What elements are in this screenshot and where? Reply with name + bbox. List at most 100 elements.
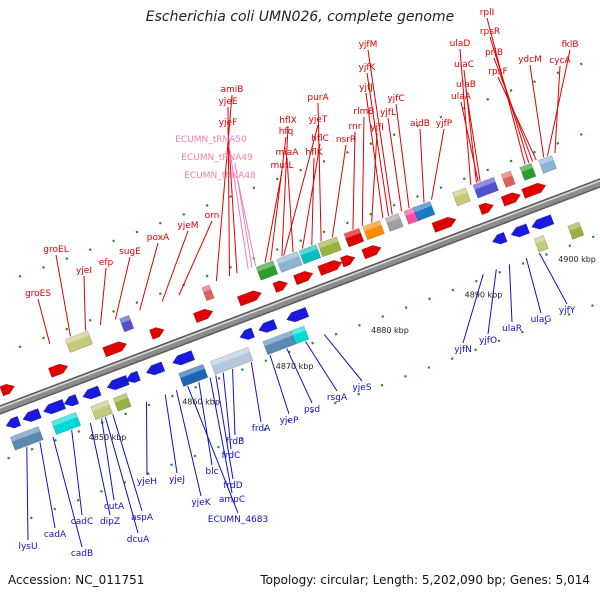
tick-row-outer-forward xyxy=(300,170,302,171)
reverse-gene-label: yjeK xyxy=(191,498,211,508)
reverse-gene-label: blc xyxy=(205,467,218,477)
reverse-gene-label: ulaG xyxy=(531,315,552,325)
reverse-leader-line xyxy=(463,274,483,343)
tick-row-outer-forward xyxy=(276,179,278,180)
tick-row-inner-forward xyxy=(393,205,395,206)
reverse-gene-arrow xyxy=(21,408,41,424)
reverse-gene-label: ampC xyxy=(219,495,245,505)
gene-feature xyxy=(257,319,277,335)
tick-row-inner-forward xyxy=(580,134,582,135)
tick-row-inner-forward xyxy=(370,214,372,215)
forward-gene-label: amiB xyxy=(221,85,244,95)
tick-row-inner-reverse xyxy=(405,307,407,308)
reverse-gene-label: dcuA xyxy=(127,535,150,545)
accession-label: Accession: NC_011751 xyxy=(8,573,144,587)
reverse-gene-label: frdD xyxy=(223,481,242,491)
trna-leader-line xyxy=(229,145,248,269)
gene-feature xyxy=(318,258,344,276)
forward-gene-label: rnr xyxy=(349,122,362,132)
forward-gene-label: poxA xyxy=(147,233,170,243)
reverse-leader-line xyxy=(27,447,28,540)
gene-feature xyxy=(452,188,470,206)
forward-gene-label: yjeF xyxy=(219,118,238,128)
gene-feature xyxy=(193,307,214,323)
genome-summary: Topology: circular; Length: 5,202,090 bp… xyxy=(260,573,590,587)
forward-leader-line xyxy=(115,257,130,319)
forward-gene-label: yjfC xyxy=(387,94,404,104)
map-title: Escherichia coli UMN026, complete genome xyxy=(0,9,600,25)
gene-feature xyxy=(238,328,255,342)
reverse-gene-label: yjeJ xyxy=(169,475,185,485)
tick-row-outer-forward xyxy=(183,214,185,215)
gene-feature xyxy=(51,412,80,434)
forward-leader-line xyxy=(530,65,544,157)
forward-gene-arrow xyxy=(273,278,290,292)
tick-row-inner-forward xyxy=(463,178,465,179)
gene-feature xyxy=(491,232,508,246)
gene-feature xyxy=(103,339,129,357)
tick-row-outer-reverse xyxy=(100,491,102,492)
tick-row-inner-forward xyxy=(136,302,138,303)
gene-feature xyxy=(509,224,529,240)
tick-row-inner-forward xyxy=(346,223,348,224)
forward-leader-line xyxy=(100,268,106,325)
tick-row-inner-forward xyxy=(557,143,559,144)
tick-row-outer-forward xyxy=(253,187,255,188)
gene-feature xyxy=(344,228,364,247)
reverse-leader-line xyxy=(526,258,541,313)
reverse-gene-label: cadC xyxy=(71,517,93,527)
forward-gene-arrow xyxy=(432,215,458,233)
tick-row-inner-forward xyxy=(113,311,115,312)
tick-row-outer-forward xyxy=(370,143,372,144)
reverse-gene-arrow xyxy=(238,328,255,342)
tick-row-outer-forward xyxy=(159,223,161,224)
forward-leader-line xyxy=(84,276,85,331)
gene-feature xyxy=(534,235,548,252)
forward-leader-line xyxy=(396,104,409,208)
forward-gene-label: yjfJ xyxy=(359,83,373,93)
reverse-leader-line xyxy=(324,334,362,381)
forward-gene-label: cycA xyxy=(549,56,571,66)
reverse-gene-label: cutA xyxy=(104,502,125,512)
tick-row-inner-reverse xyxy=(195,387,197,388)
tick-row-outer-forward xyxy=(557,72,559,73)
reverse-gene-label: yjeS xyxy=(352,383,371,393)
forward-gene-label: yjeI xyxy=(76,266,92,276)
gene-feature xyxy=(277,252,303,273)
trna-gene-label: ECUMN_tRNA48 xyxy=(184,171,256,181)
reverse-leader-line xyxy=(509,264,512,322)
reverse-gene-arrow xyxy=(145,362,165,378)
tick-row-inner-reverse xyxy=(54,440,56,441)
gene-feature xyxy=(363,220,385,239)
tick-row-outer-forward xyxy=(136,232,138,233)
gene-feature xyxy=(171,350,195,367)
gene-feature xyxy=(479,200,496,214)
reverse-gene-label: yjeP xyxy=(280,416,299,426)
tick-row-outer-reverse xyxy=(358,394,360,395)
gene-feature xyxy=(91,400,113,419)
reverse-leader-line xyxy=(199,382,212,465)
gene-feature xyxy=(145,362,165,378)
tick-row-outer-reverse xyxy=(54,509,56,510)
forward-gene-label: hflX xyxy=(279,116,297,126)
gene-feature xyxy=(21,408,41,424)
gene-feature xyxy=(293,269,314,285)
forward-gene-label: hfq xyxy=(279,127,294,137)
tick-row-inner-reverse xyxy=(218,378,220,379)
forward-gene-label: purA xyxy=(307,93,329,103)
tick-row-inner-forward xyxy=(440,187,442,188)
tick-row-inner-reverse xyxy=(522,263,524,264)
forward-gene-arrow xyxy=(522,181,548,199)
tick-row-outer-reverse xyxy=(171,464,173,465)
reverse-gene-arrow xyxy=(509,224,529,240)
reverse-gene-label: yjeH xyxy=(137,477,157,487)
tick-row-inner-forward xyxy=(159,293,161,294)
tick-row-inner-reverse xyxy=(358,325,360,326)
forward-leader-line xyxy=(56,255,70,336)
tick-row-inner-reverse xyxy=(569,245,571,246)
tick-row-outer-forward xyxy=(440,117,442,118)
scale-tick-label: 4890 kbp xyxy=(465,291,503,300)
forward-leader-line xyxy=(432,129,444,200)
tick-row-inner-reverse xyxy=(499,272,501,273)
